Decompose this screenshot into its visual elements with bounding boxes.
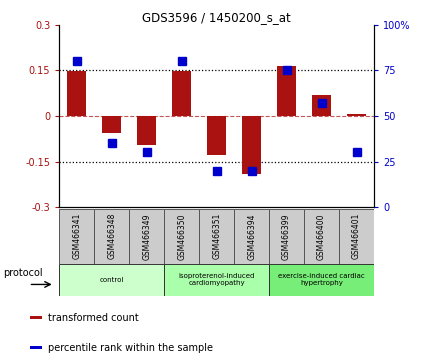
Bar xyxy=(129,209,164,264)
Bar xyxy=(59,209,94,264)
Text: exercise-induced cardiac
hypertrophy: exercise-induced cardiac hypertrophy xyxy=(278,273,365,286)
Text: GSM466351: GSM466351 xyxy=(212,213,221,259)
Text: protocol: protocol xyxy=(3,268,43,278)
Bar xyxy=(347,114,366,116)
Text: GSM466341: GSM466341 xyxy=(72,213,81,259)
Text: GSM466349: GSM466349 xyxy=(142,213,151,259)
Text: control: control xyxy=(99,277,124,282)
Bar xyxy=(172,71,191,116)
Bar xyxy=(164,264,269,296)
Bar xyxy=(137,116,156,145)
Title: GDS3596 / 1450200_s_at: GDS3596 / 1450200_s_at xyxy=(142,11,291,24)
Text: GSM466399: GSM466399 xyxy=(282,213,291,259)
Bar xyxy=(277,66,296,116)
Bar xyxy=(59,264,164,296)
Bar xyxy=(94,209,129,264)
Text: GSM466400: GSM466400 xyxy=(317,213,326,259)
Text: transformed count: transformed count xyxy=(48,313,139,323)
Bar xyxy=(30,316,42,319)
Text: GSM466348: GSM466348 xyxy=(107,213,116,259)
Bar xyxy=(269,209,304,264)
Bar xyxy=(234,209,269,264)
Bar xyxy=(164,209,199,264)
Bar xyxy=(30,347,42,349)
Bar xyxy=(199,209,234,264)
Text: GSM466350: GSM466350 xyxy=(177,213,186,259)
Bar xyxy=(312,95,331,116)
Bar xyxy=(242,116,261,174)
Text: GSM466394: GSM466394 xyxy=(247,213,256,259)
Bar xyxy=(207,116,226,155)
Bar xyxy=(102,116,121,133)
Text: GSM466401: GSM466401 xyxy=(352,213,361,259)
Bar xyxy=(304,209,339,264)
Text: isoproterenol-induced
cardiomyopathy: isoproterenol-induced cardiomyopathy xyxy=(179,273,255,286)
Text: percentile rank within the sample: percentile rank within the sample xyxy=(48,343,213,353)
Bar xyxy=(67,71,87,116)
Bar xyxy=(339,209,374,264)
Bar xyxy=(269,264,374,296)
